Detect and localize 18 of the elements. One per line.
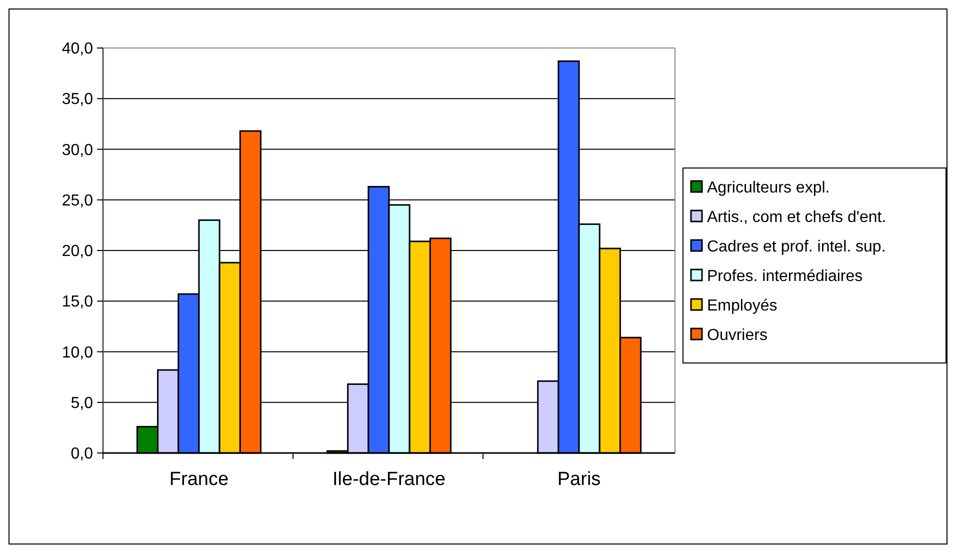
y-tick-label: 25,0	[62, 192, 94, 210]
y-tick-label: 5,0	[70, 394, 94, 412]
x-tick-label: Ile-de-France	[332, 469, 446, 490]
legend-label: Profes. intermédiaires	[707, 268, 863, 286]
legend-label: Cadres et prof. intel. sup.	[707, 238, 886, 256]
legend-label: Ouvriers	[707, 327, 768, 344]
x-tick-label: Paris	[557, 469, 601, 490]
y-tick-label: 30,0	[62, 142, 94, 159]
x-tick-label: France	[169, 469, 229, 490]
y-tick-label: 10,0	[62, 344, 94, 362]
y-tick-label: 0,0	[70, 446, 94, 463]
y-tick-label: 40,0	[62, 40, 94, 58]
y-tick-label: 15,0	[62, 294, 94, 311]
legend-label: Agriculteurs expl.	[707, 180, 830, 197]
legend-label: Employés	[707, 298, 778, 315]
y-tick-label: 35,0	[62, 91, 94, 108]
legend-label: Artis., com et chefs d'ent.	[707, 209, 886, 226]
y-tick-label: 20,0	[62, 243, 94, 260]
